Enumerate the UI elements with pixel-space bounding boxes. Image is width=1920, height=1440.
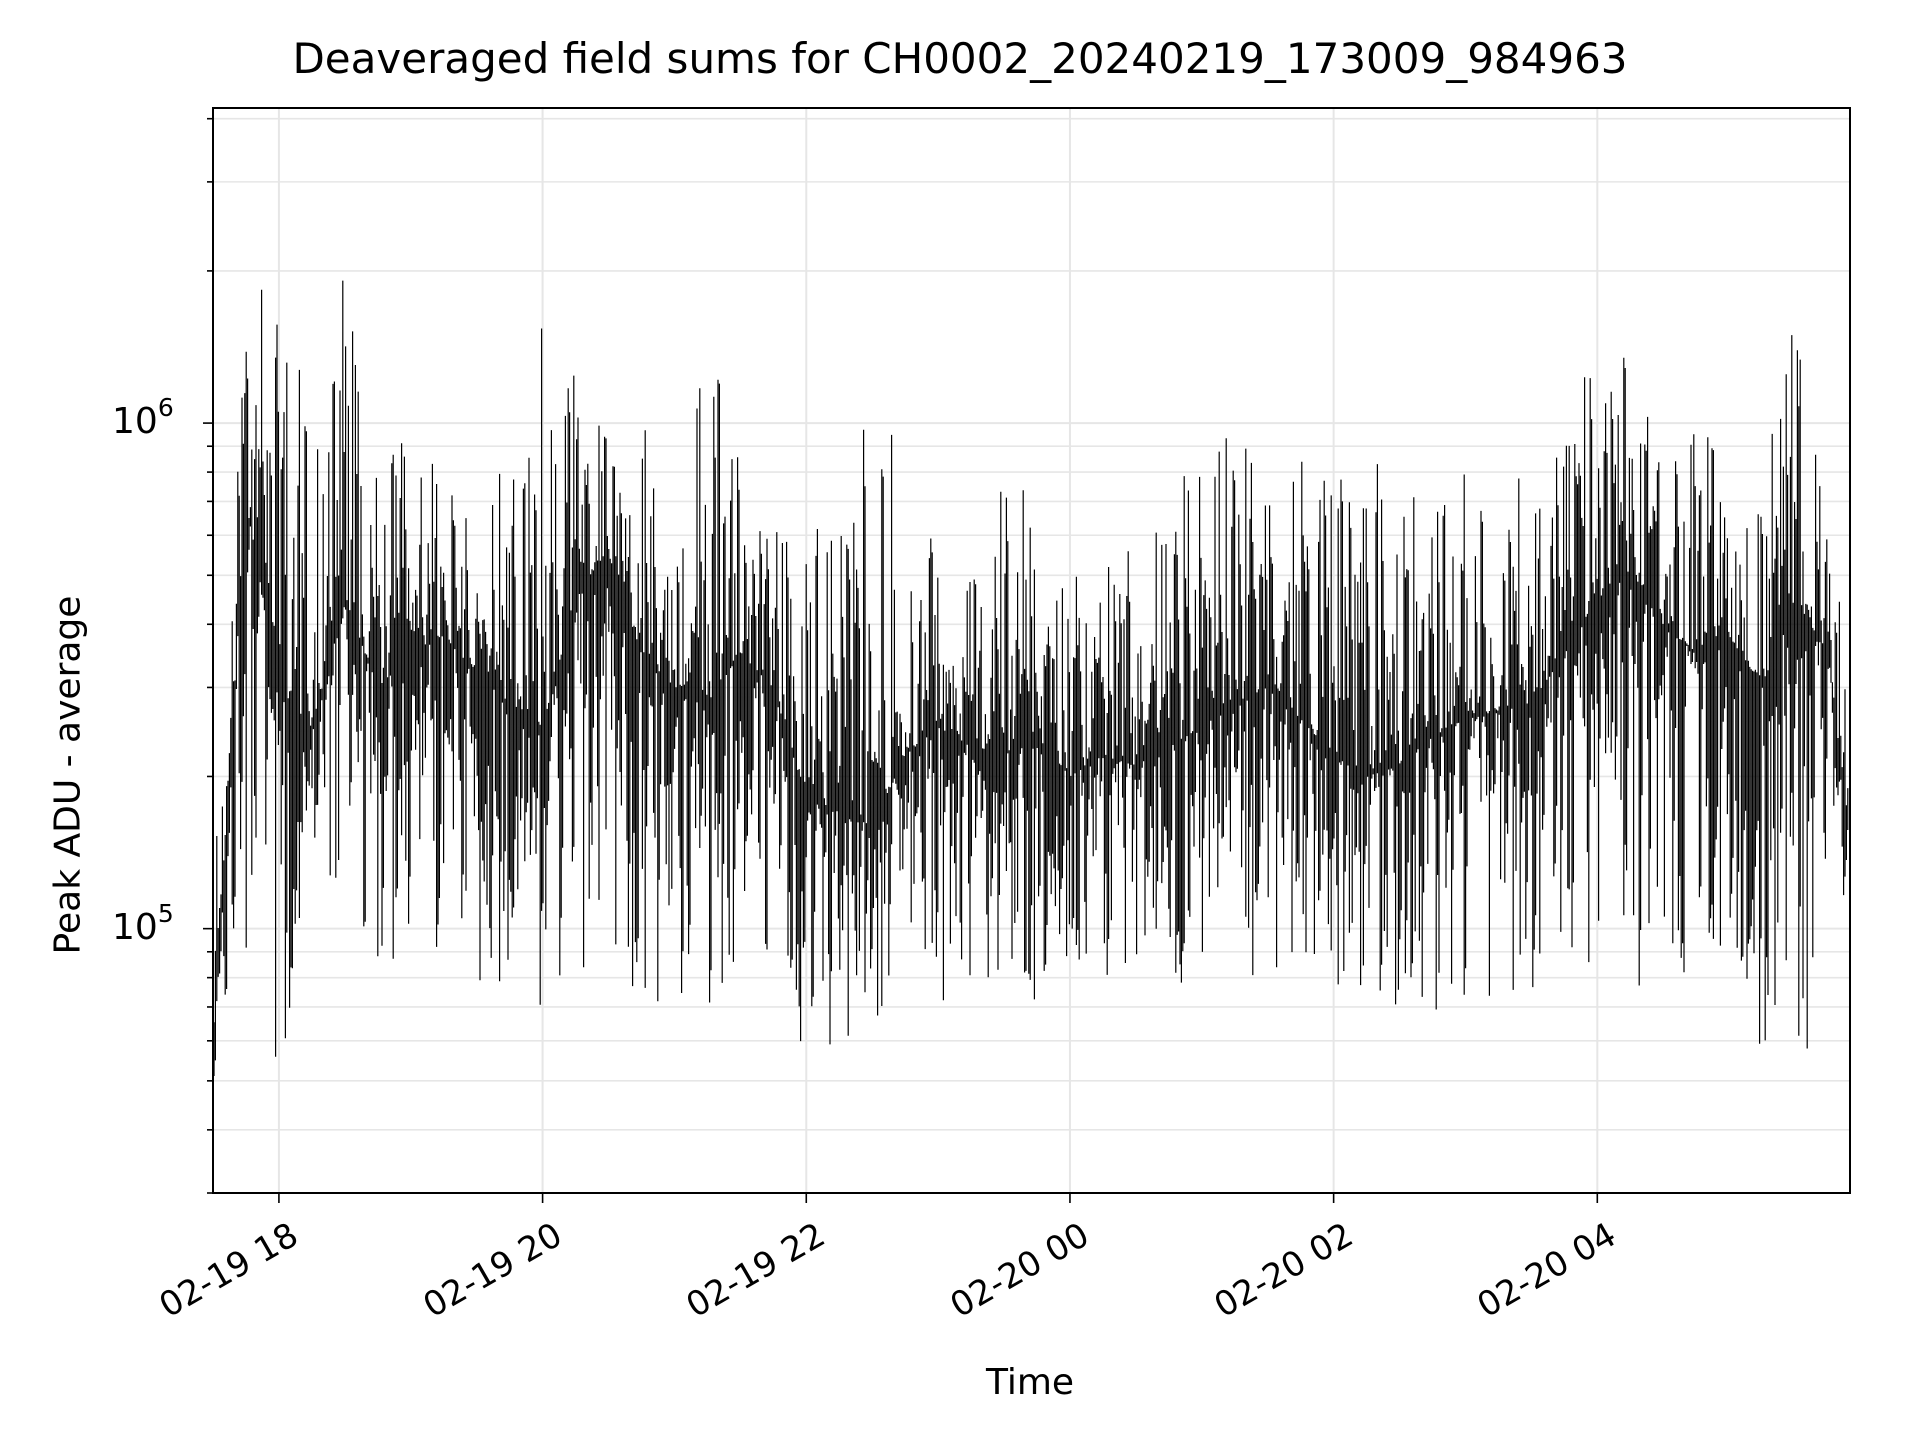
y-axis-label: Peak ADU - average: [47, 595, 89, 955]
x-axis-label: Time: [985, 1362, 1075, 1403]
y-tick-label: 105: [112, 898, 174, 948]
y-tick-label: 106: [112, 393, 174, 443]
series-line: [213, 280, 1849, 1076]
chart-title: Deaveraged field sums for CH0002_2024021…: [292, 34, 1628, 83]
axis-ticks: [203, 117, 1599, 1203]
series-trace: [213, 280, 1849, 1076]
plot-frame: [212, 107, 1851, 1194]
